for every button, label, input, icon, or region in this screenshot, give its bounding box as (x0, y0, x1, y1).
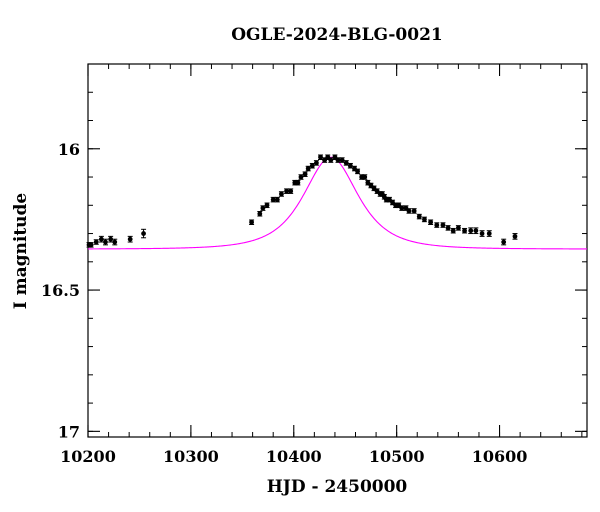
data-point (486, 230, 492, 237)
data-point (260, 205, 266, 211)
data-point (309, 162, 315, 169)
x-tick-label: 10500 (369, 447, 425, 466)
data-point (141, 228, 147, 239)
x-tick-label: 10600 (472, 447, 528, 466)
data-point (428, 219, 434, 226)
data-point (325, 154, 331, 161)
data-point (468, 227, 474, 235)
y-axis-label: I magnitude (11, 193, 31, 310)
data-point (322, 157, 328, 163)
data-point (93, 239, 99, 245)
major-ticks (87, 64, 587, 437)
data-point (88, 242, 94, 248)
data-point (399, 205, 405, 211)
data-point (305, 165, 311, 172)
data-point (479, 230, 485, 237)
data-point (390, 199, 396, 206)
data-point (264, 202, 270, 209)
data-point (512, 233, 518, 240)
data-point (501, 238, 507, 246)
data-point (411, 208, 417, 214)
data-point (98, 235, 104, 243)
data-point (257, 211, 263, 217)
plot-frame (87, 63, 588, 438)
data-point (421, 216, 427, 223)
data-point (313, 160, 319, 166)
data-point (406, 208, 412, 214)
data-point (473, 227, 479, 235)
data-point (108, 235, 114, 243)
data-point (127, 235, 133, 243)
data-point (347, 162, 353, 169)
x-tick-label: 10300 (163, 447, 219, 466)
data-point (274, 196, 280, 203)
data-point (249, 219, 255, 226)
data-point (434, 222, 440, 228)
data-point (440, 222, 446, 228)
data-point (371, 185, 377, 192)
y-tick-label: 17 (58, 422, 80, 441)
data-point (445, 225, 451, 231)
data-point (328, 157, 334, 163)
data-point (288, 188, 294, 194)
data-point (343, 160, 349, 166)
data-point (416, 213, 422, 220)
chart-title: OGLE-2024-BLG-0021 (231, 25, 443, 45)
minor-ticks (87, 63, 587, 437)
data-point (318, 154, 324, 161)
x-tick-label: 10400 (266, 447, 322, 466)
data-point (295, 179, 301, 186)
data-point (102, 238, 108, 246)
data-point (278, 191, 284, 197)
x-tick-label: 10200 (60, 447, 116, 466)
y-tick-labels: 16 16.5 17 (41, 140, 80, 442)
data-point (450, 227, 456, 234)
data-point (339, 157, 345, 163)
data-point (462, 227, 468, 234)
data-point (298, 174, 304, 180)
data-point (362, 174, 368, 180)
data-point (302, 171, 308, 177)
x-tick-labels: 10200 10300 10400 10500 10600 (60, 447, 527, 466)
data-point (355, 168, 361, 175)
data-points (86, 154, 518, 248)
model-curve (88, 156, 588, 250)
x-axis-label: HJD - 2450000 (267, 477, 408, 497)
data-point (112, 238, 118, 246)
data-point (455, 225, 461, 231)
y-tick-label: 16.5 (41, 281, 80, 300)
data-point (368, 182, 374, 189)
y-tick-label: 16 (58, 140, 80, 159)
